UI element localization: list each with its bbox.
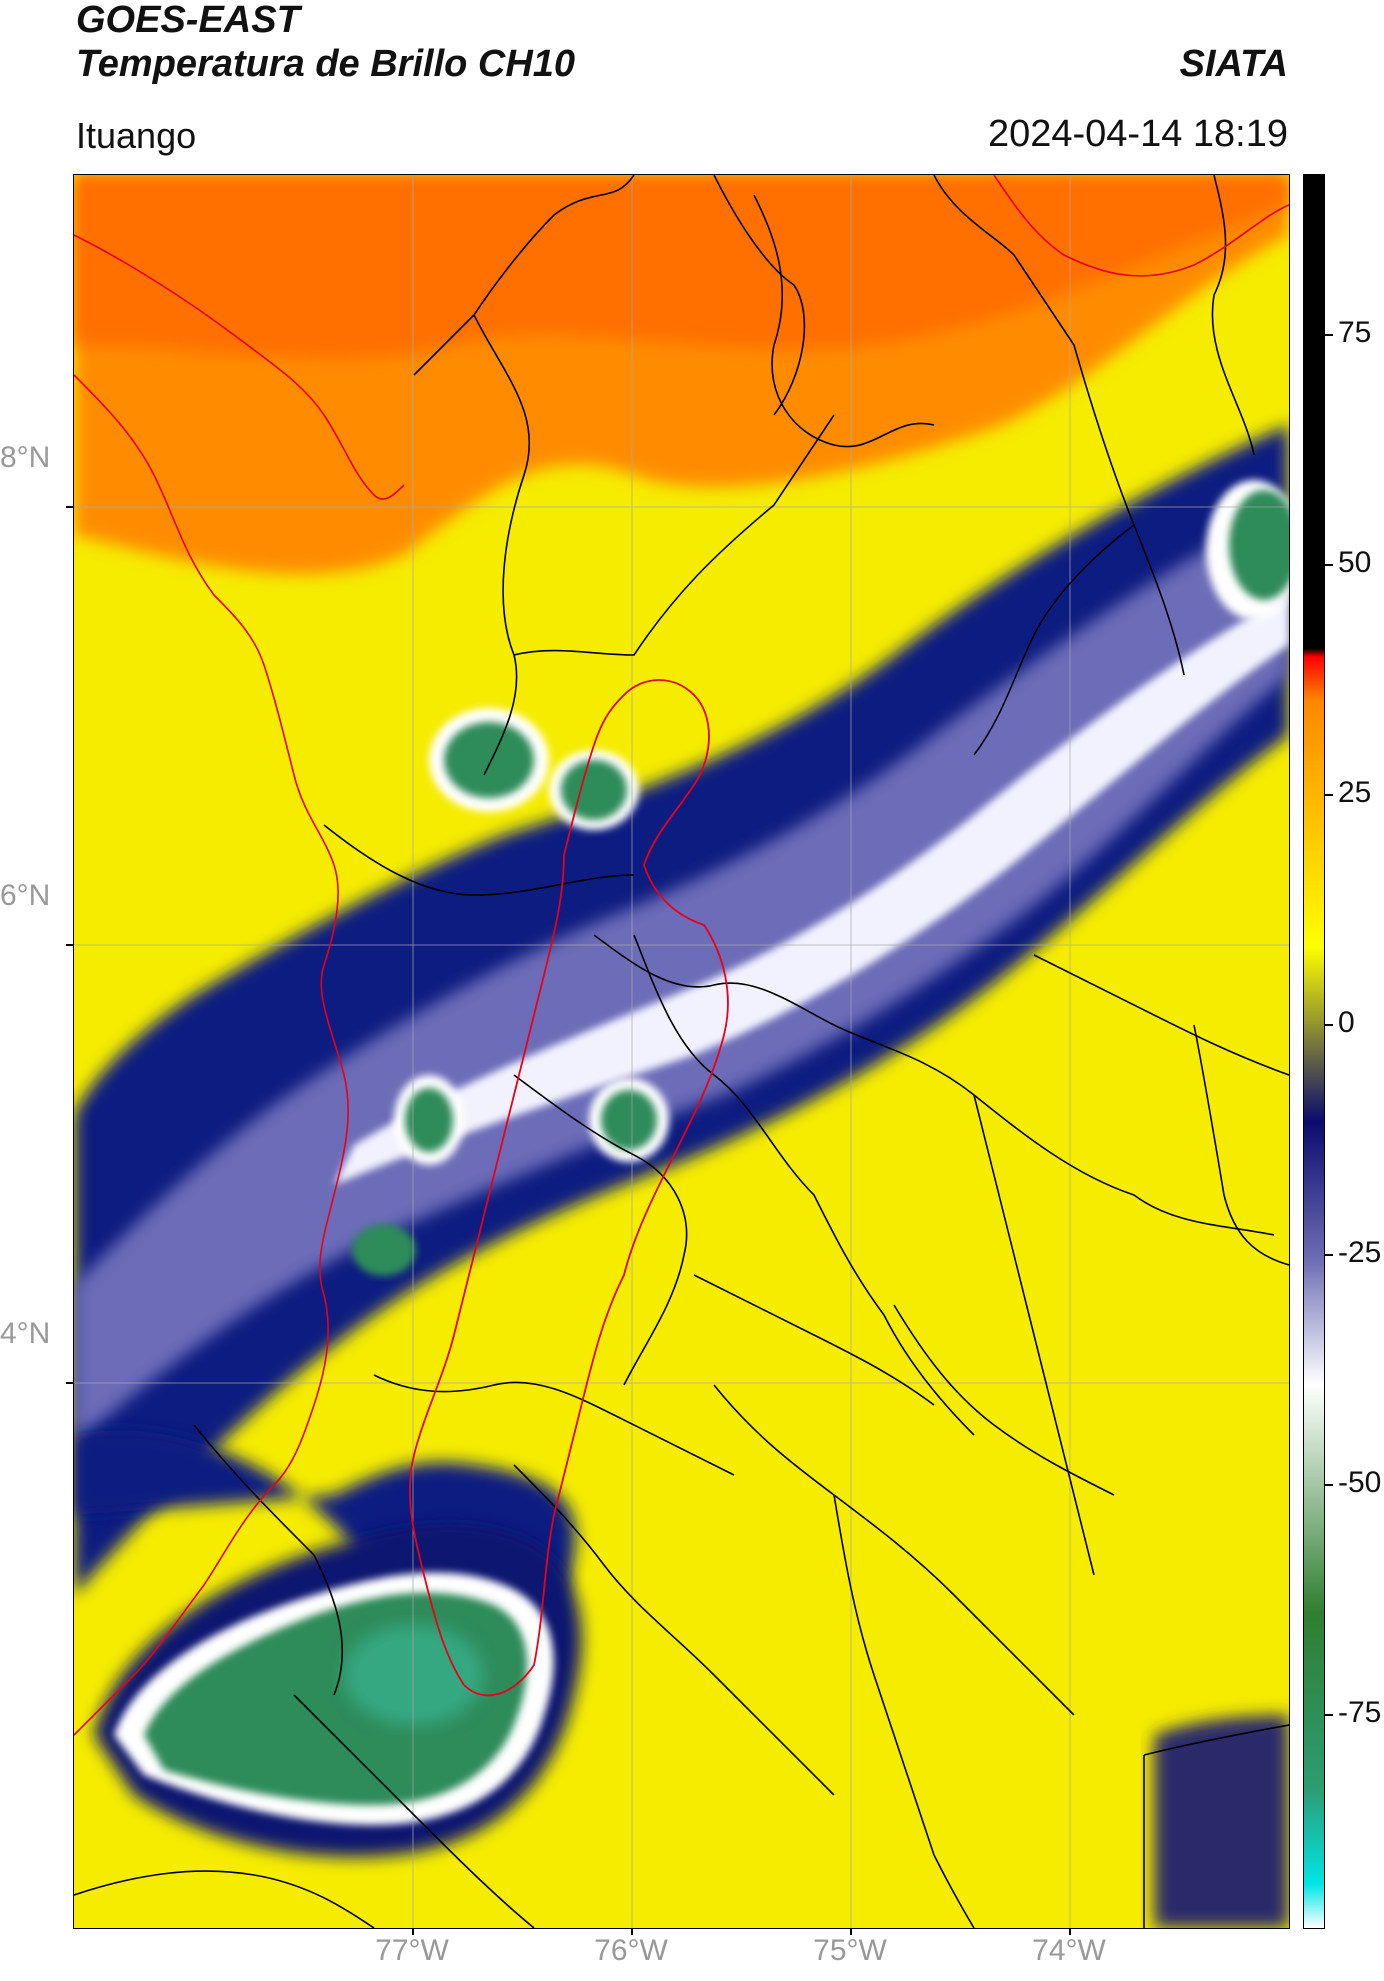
lon-tick (850, 1928, 852, 1935)
coastline (74, 175, 1289, 1736)
colorbar-tick (1325, 1714, 1333, 1716)
colorbar-label-minus25: -25 (1338, 1236, 1382, 1269)
datetime-label: 2024-04-14 18:19 (987, 113, 1288, 155)
lon-tick (412, 1928, 414, 1935)
colorbar-label-minus75: -75 (1338, 1696, 1382, 1729)
colorbar-tick (1325, 334, 1333, 336)
lat-label-8n: 8°N (0, 441, 51, 474)
brand-label: SIATA (1179, 43, 1288, 85)
admin-boundaries (74, 175, 1289, 1928)
satellite-map[interactable] (73, 174, 1290, 1929)
colorbar-tick (1325, 564, 1333, 566)
colorbar-tick (1325, 1484, 1333, 1486)
lon-label-75w: 75°W (813, 1934, 887, 1967)
lon-label-77w: 77°W (375, 1934, 449, 1967)
lon-tick (1069, 1928, 1071, 1935)
colorbar-tick (1325, 794, 1333, 796)
colorbar (1303, 174, 1325, 1929)
lon-label-76w: 76°W (594, 1934, 668, 1967)
lon-label-74w: 74°W (1032, 1934, 1106, 1967)
brightness-temperature-field (74, 175, 1289, 1928)
lon-tick (631, 1928, 633, 1935)
lat-label-4n: 4°N (0, 1317, 51, 1350)
gridlines (74, 175, 1289, 1928)
lat-label-6n: 6°N (0, 879, 51, 912)
lat-tick (66, 1382, 73, 1384)
colorbar-label-25: 25 (1338, 776, 1372, 809)
colorbar-label-50: 50 (1338, 546, 1372, 579)
colorbar-tick (1325, 1024, 1333, 1026)
product-title: Temperatura de Brillo CH10 (76, 43, 576, 85)
colorbar-label-minus50: -50 (1338, 1466, 1382, 1499)
antioquia-outline (409, 679, 729, 1697)
lat-tick (66, 944, 73, 946)
satellite-title: GOES-EAST (76, 0, 300, 41)
colorbar-label-75: 75 (1338, 316, 1372, 349)
location-label: Ituango (76, 115, 197, 156)
colorbar-tick (1325, 1254, 1333, 1256)
colorbar-label-0: 0 (1338, 1006, 1355, 1039)
lat-tick (66, 506, 73, 508)
